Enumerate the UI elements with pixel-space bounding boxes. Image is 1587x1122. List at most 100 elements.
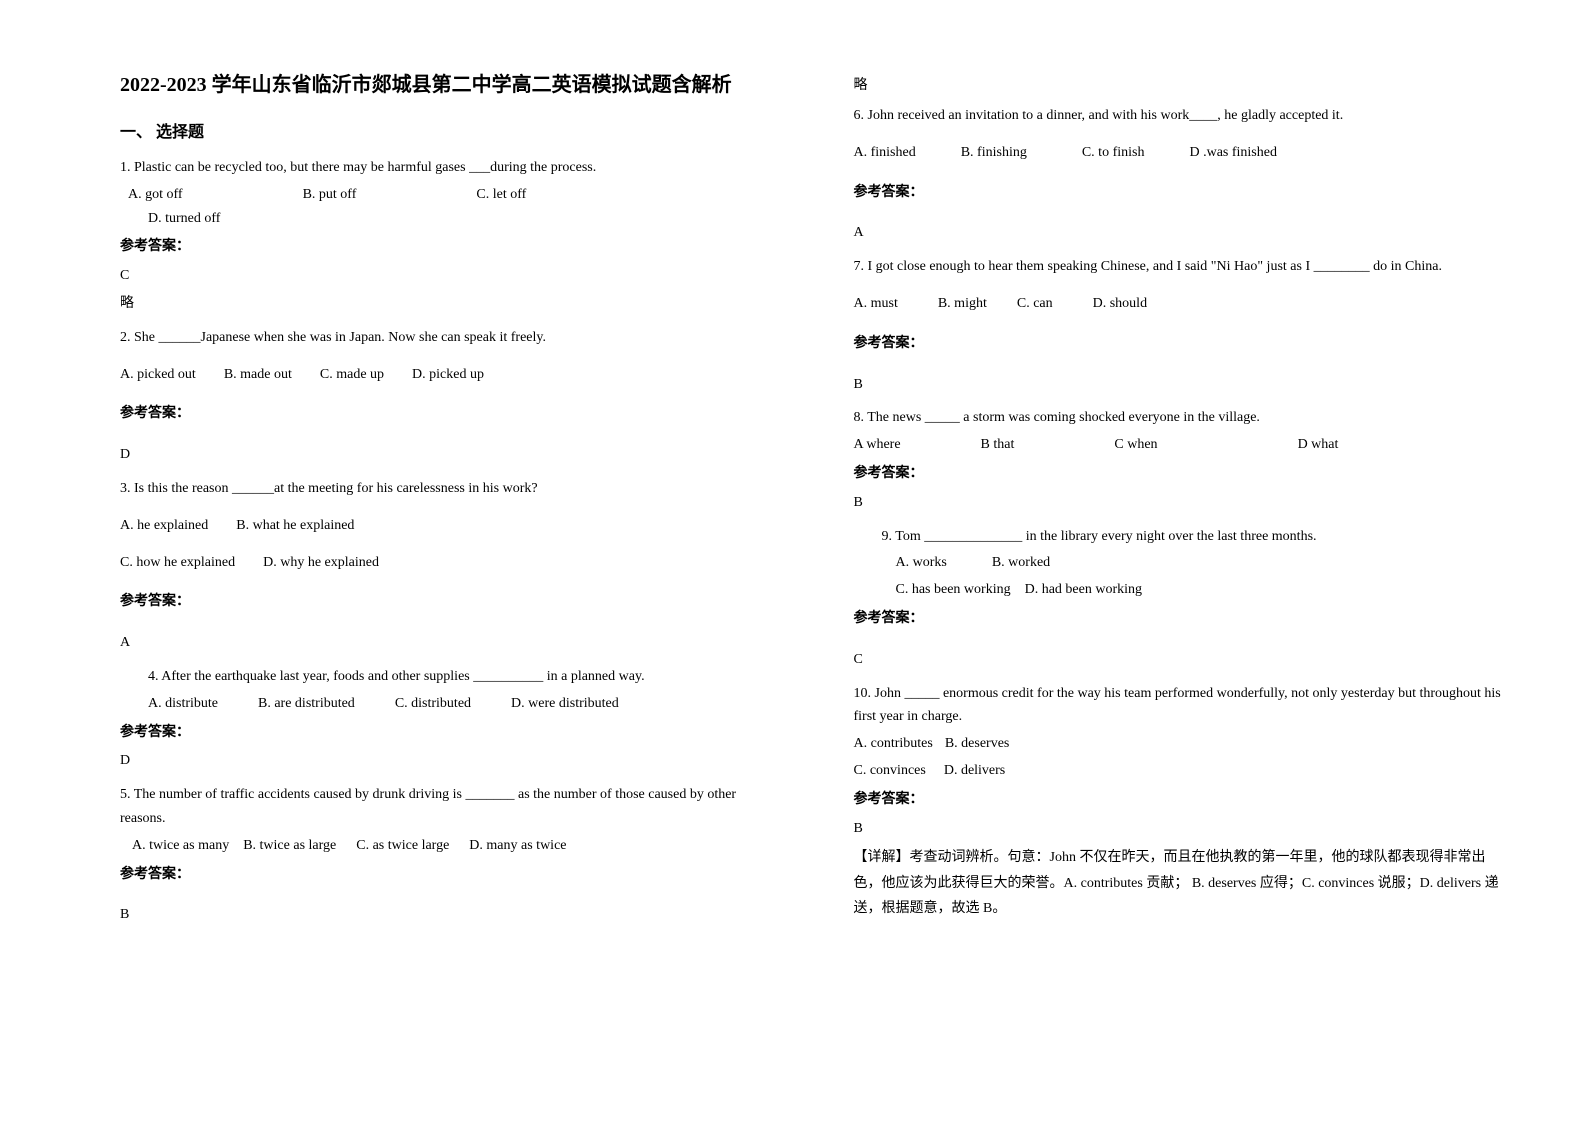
option-b: B. made out <box>224 363 292 387</box>
answer-omit: 略 <box>120 292 774 316</box>
question-options: A. got off B. put off C. let off D. turn… <box>120 183 774 231</box>
option-d: D what <box>1298 433 1339 457</box>
question-options: A. must B. might C. can D. should <box>854 292 1508 316</box>
question-options: A where B that C when D what <box>854 433 1508 457</box>
option-d: D. delivers <box>944 759 1005 783</box>
question-8: 8. The news _____ a storm was coming sho… <box>854 406 1508 514</box>
answer-label: 参考答案： <box>120 863 774 887</box>
option-b: B. put off <box>303 183 357 207</box>
option-c: C. as twice large <box>356 834 449 858</box>
answer-label: 参考答案： <box>854 607 1508 631</box>
question-text: 3. Is this the reason ______at the meeti… <box>120 477 774 501</box>
answer-label: 参考答案： <box>120 721 774 745</box>
option-a: A. got off <box>128 183 183 207</box>
question-options: C. how he explained D. why he explained <box>120 551 774 575</box>
question-options: A. distribute B. are distributed C. dist… <box>148 692 774 716</box>
question-10: 10. John _____ enormous credit for the w… <box>854 682 1508 921</box>
question-options: A. works B. worked <box>896 551 1508 575</box>
option-a: A. twice as many <box>132 834 229 858</box>
option-b: B. twice as large <box>243 834 336 858</box>
answer-label: 参考答案： <box>120 402 774 426</box>
option-a: A where <box>854 433 901 457</box>
question-options: A. finished B. finishing C. to finish D … <box>854 141 1508 165</box>
question-6: 6. John received an invitation to a dinn… <box>854 104 1508 245</box>
question-options: A. twice as many B. twice as large C. as… <box>132 834 774 858</box>
answer-value: B <box>854 491 1508 515</box>
answer-label: 参考答案： <box>854 788 1508 812</box>
option-a: A. works <box>896 551 947 575</box>
question-9: 9. Tom ______________ in the library eve… <box>854 525 1508 672</box>
option-a: A. must <box>854 292 898 316</box>
document-title: 2022-2023 学年山东省临沂市郯城县第二中学高二英语模拟试题含解析 <box>120 70 774 100</box>
question-text: 1. Plastic can be recycled too, but ther… <box>120 156 774 180</box>
option-d: D .was finished <box>1189 141 1277 165</box>
option-b: B. deserves <box>945 732 1010 756</box>
question-options: A. picked out B. made out C. made up D. … <box>120 363 774 387</box>
answer-value: A <box>120 631 774 655</box>
answer-value: A <box>854 221 1508 245</box>
question-4: 4. After the earthquake last year, foods… <box>120 665 774 773</box>
answer-omit: 略 <box>854 74 1508 94</box>
left-column: 2022-2023 学年山东省临沂市郯城县第二中学高二英语模拟试题含解析 一、 … <box>100 70 814 1082</box>
option-c: C. to finish <box>1082 141 1145 165</box>
option-d: D. why he explained <box>263 551 379 575</box>
question-options: A. he explained B. what he explained <box>120 514 774 538</box>
option-c: C. has been working <box>896 578 1011 602</box>
option-a: A. contributes <box>854 732 933 756</box>
option-c: C. convinces <box>854 759 926 783</box>
option-b: B that <box>981 433 1015 457</box>
question-5: 5. The number of traffic accidents cause… <box>120 783 774 927</box>
option-a: A. he explained <box>120 514 208 538</box>
answer-value: B <box>120 903 774 927</box>
option-d: D. turned off <box>148 207 220 231</box>
option-a: A. finished <box>854 141 916 165</box>
question-text: 7. I got close enough to hear them speak… <box>854 255 1508 279</box>
question-7: 7. I got close enough to hear them speak… <box>854 255 1508 396</box>
option-d: D. had been working <box>1025 578 1142 602</box>
option-c: C. how he explained <box>120 551 235 575</box>
question-text: 8. The news _____ a storm was coming sho… <box>854 406 1508 430</box>
option-d: D. were distributed <box>511 692 619 716</box>
question-options: A. contributes B. deserves <box>854 732 1508 756</box>
answer-value: D <box>120 749 774 773</box>
question-3: 3. Is this the reason ______at the meeti… <box>120 477 774 655</box>
option-c: C. made up <box>320 363 384 387</box>
question-text: 2. She ______Japanese when she was in Ja… <box>120 326 774 350</box>
question-text: 9. Tom ______________ in the library eve… <box>882 525 1508 549</box>
option-d: D. should <box>1093 292 1147 316</box>
option-b: B. might <box>938 292 987 316</box>
question-text: 4. After the earthquake last year, foods… <box>148 665 774 689</box>
option-c: C when <box>1114 433 1157 457</box>
answer-label: 参考答案： <box>120 235 774 259</box>
answer-value: C <box>854 648 1508 672</box>
right-column: 略 6. John received an invitation to a di… <box>814 70 1528 1082</box>
option-b: B. worked <box>992 551 1050 575</box>
section-heading: 一、 选择题 <box>120 118 774 142</box>
question-options: C. convinces D. delivers <box>854 759 1508 783</box>
answer-label: 参考答案： <box>854 332 1508 356</box>
option-b: B. what he explained <box>236 514 354 538</box>
answer-label: 参考答案： <box>854 462 1508 486</box>
question-text: 6. John received an invitation to a dinn… <box>854 104 1508 128</box>
option-b: B. are distributed <box>258 692 355 716</box>
question-2: 2. She ______Japanese when she was in Ja… <box>120 326 774 467</box>
option-a: A. distribute <box>148 692 218 716</box>
option-c: C. let off <box>476 183 526 207</box>
answer-value: D <box>120 443 774 467</box>
question-options: C. has been working D. had been working <box>896 578 1508 602</box>
answer-label: 参考答案： <box>854 181 1508 205</box>
question-text: 10. John _____ enormous credit for the w… <box>854 682 1508 730</box>
option-a: A. picked out <box>120 363 196 387</box>
answer-value: B <box>854 817 1508 841</box>
option-d: D. many as twice <box>469 834 566 858</box>
option-d: D. picked up <box>412 363 484 387</box>
question-text: 5. The number of traffic accidents cause… <box>120 783 774 831</box>
option-c: C. can <box>1017 292 1053 316</box>
question-1: 1. Plastic can be recycled too, but ther… <box>120 156 774 316</box>
option-b: B. finishing <box>961 141 1027 165</box>
option-c: C. distributed <box>395 692 471 716</box>
answer-value: C <box>120 264 774 288</box>
answer-value: B <box>854 373 1508 397</box>
answer-label: 参考答案： <box>120 590 774 614</box>
answer-explanation: 【详解】考查动词辨析。句意：John 不仅在昨天，而且在他执教的第一年里，他的球… <box>854 845 1508 921</box>
